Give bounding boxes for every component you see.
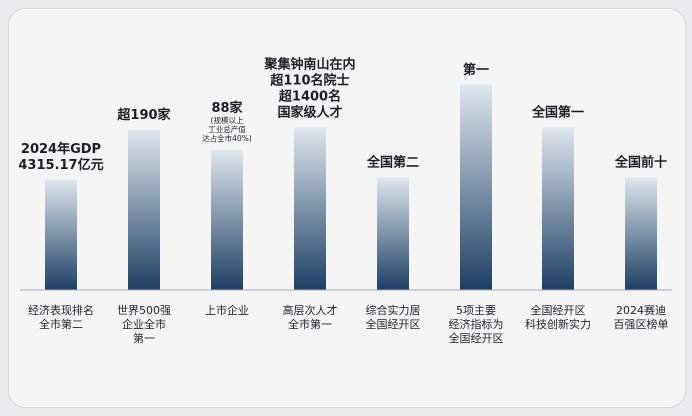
value-label-4-line-2: 超110名院士 (270, 73, 349, 89)
category-label-4-line-2: 全市第一 (288, 317, 332, 331)
category-label-6-line-2: 经济指标为 (449, 317, 504, 331)
category-label-1-line-1: 经济表现排名 (28, 303, 94, 317)
category-label-7-line-2: 科技创新实力 (525, 317, 591, 331)
bar-5 (377, 177, 409, 290)
category-label-8-line-2: 百强区榜单 (614, 317, 669, 331)
value-note-3-line-1: (规模以上 (211, 115, 244, 125)
category-label-8-line-1: 2024赛迪 (616, 303, 666, 317)
value-label-8-line-1: 全国前十 (614, 155, 667, 171)
category-label-2-line-2: 企业全市 (122, 317, 166, 331)
value-label-7-line-1: 全国第一 (531, 105, 584, 121)
category-label-5-line-2: 全国经开区 (366, 317, 421, 331)
bar-3 (211, 150, 243, 290)
value-label-6-line-1: 第一 (463, 62, 489, 78)
category-label-7-line-1: 全国经开区 (531, 303, 586, 317)
category-label-6-line-3: 全国经开区 (449, 331, 504, 345)
value-note-3-line-3: 达占全市40%) (202, 133, 252, 143)
value-label-2-line-1: 超190家 (117, 107, 171, 123)
value-note-3-line-2: 工业总产值 (208, 124, 246, 134)
category-label-5-line-1: 综合实力居 (366, 303, 421, 317)
category-label-6-line-1: 5项主要 (456, 304, 496, 317)
bar-4 (294, 127, 326, 290)
category-label-2-line-1: 世界500强 (117, 304, 171, 317)
category-label-3-line-1: 上市企业 (205, 303, 249, 317)
bar-6 (460, 85, 492, 290)
bar-2 (128, 130, 160, 290)
category-label-1-line-2: 全市第二 (39, 317, 83, 331)
value-label-5-line-1: 全国第二 (366, 155, 419, 171)
value-label-4-line-4: 国家级人才 (277, 105, 342, 121)
value-label-1-line-2: 4315.17亿元 (18, 157, 103, 173)
bar-1 (45, 180, 77, 290)
category-label-4-line-1: 高层次人才 (283, 303, 338, 317)
bar-8 (625, 177, 657, 290)
bar-7 (542, 127, 574, 290)
value-label-4-line-3: 超1400名 (279, 89, 341, 105)
value-label-1-line-1: 2024年GDP (21, 141, 101, 157)
value-label-4-line-1: 聚集钟南山在内 (263, 57, 355, 73)
value-label-3-line-1: 88家 (211, 100, 243, 116)
category-label-2-line-3: 第一 (133, 331, 155, 345)
